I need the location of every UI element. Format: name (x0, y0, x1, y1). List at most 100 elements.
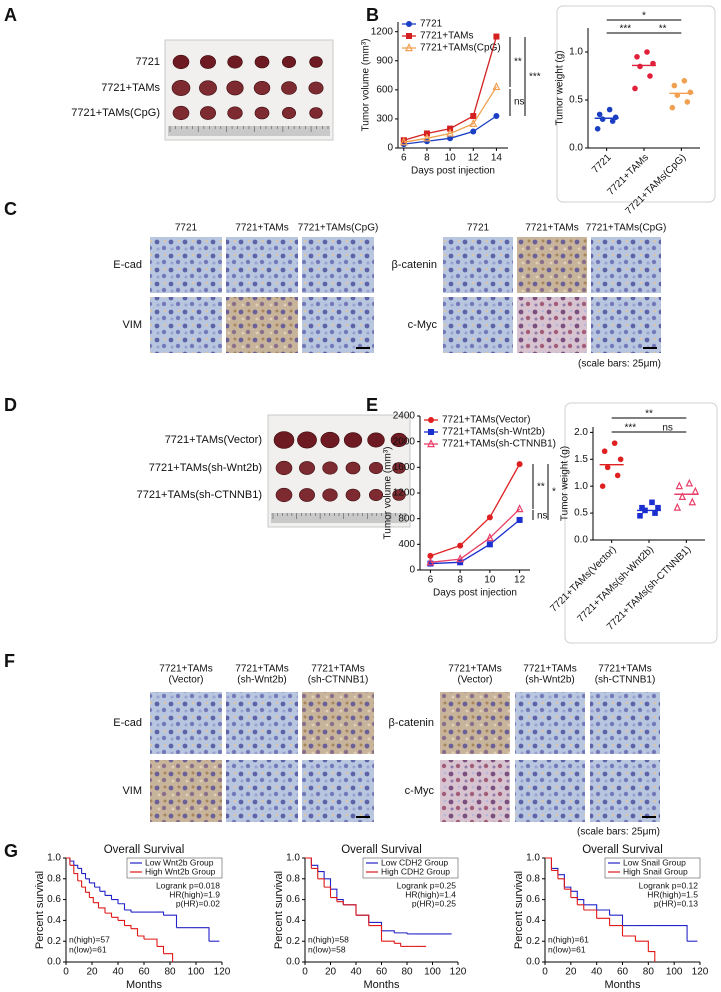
marker (516, 516, 523, 523)
x-tick-label: 14 (491, 153, 503, 164)
marker (634, 54, 640, 60)
y-tick-label: 0.8 (47, 873, 61, 884)
marker (599, 483, 606, 489)
survival-step (77, 867, 83, 874)
x-tick-label: 120 (450, 967, 467, 978)
legend-marker (405, 43, 413, 52)
tumor (171, 80, 191, 96)
column-header: 7721+TAMs (235, 664, 288, 675)
tumor (345, 461, 361, 475)
marker (649, 499, 655, 506)
y-axis-label: Tumor weight (g) (555, 50, 566, 125)
survival-step (77, 880, 83, 888)
y-tick-label: 1.0 (47, 853, 61, 864)
annotation: n(high)=58 (308, 934, 349, 944)
survival-step (330, 888, 338, 900)
panel-box (556, 5, 716, 203)
marker (617, 456, 624, 463)
significance: ** (659, 24, 667, 35)
histology-image (443, 237, 513, 293)
survival-step (111, 916, 119, 921)
y-tick-label: 1200 (371, 26, 394, 37)
column-header: 7721+TAMs (598, 664, 651, 675)
marker (604, 464, 611, 471)
survival-step (551, 869, 559, 879)
survival-step (163, 914, 178, 928)
marker (470, 113, 477, 120)
survival-step (545, 857, 553, 871)
significance: ns (537, 511, 548, 522)
significance: ** (537, 482, 545, 493)
y-tick-label: 0 (409, 565, 415, 576)
tumor (322, 461, 338, 475)
survival-step (189, 927, 210, 942)
histology-image (302, 297, 374, 353)
survival-step (98, 907, 106, 914)
survival-step (163, 953, 174, 962)
legend-label: High Snail Group (623, 866, 688, 876)
survival-step (583, 904, 598, 910)
significance: *** (529, 72, 541, 83)
survival-step (635, 940, 649, 952)
tumor (172, 54, 190, 70)
histology-image (226, 297, 298, 353)
significance: ns (514, 97, 525, 108)
x-tick-label: 8 (457, 575, 463, 586)
marker (470, 128, 477, 135)
y-tick-label: 0.4 (286, 915, 300, 926)
tumor (254, 106, 270, 120)
histology-image (517, 297, 587, 353)
histology-image (591, 297, 661, 353)
y-axis-label: Percent survival (34, 871, 46, 949)
survival-step (330, 896, 338, 902)
tumor (275, 460, 293, 476)
annotation: p(HR)=0.13 (654, 898, 698, 908)
panel-label: G (4, 841, 18, 861)
panel-box (564, 402, 718, 644)
legend-label: High CDH2 Group (381, 866, 450, 876)
marker (612, 114, 619, 121)
x-tick-label: 10 (484, 575, 496, 586)
tumor (281, 106, 297, 120)
tumor (392, 489, 406, 501)
legend-label: 7721+TAMs(sh-Wnt2b) (442, 427, 545, 438)
histology-image (302, 237, 374, 293)
x-tick-label: 0 (542, 967, 548, 978)
chart-title: Overall Survival (582, 844, 663, 856)
y-tick-label: 600 (376, 84, 393, 95)
survival-step (99, 890, 106, 896)
y-tick-label: 0.4 (526, 915, 540, 926)
y-axis-label: Tumor volume (mm³) (383, 447, 394, 540)
y-tick-label: 0.8 (286, 873, 300, 884)
y-tick-label: 0.2 (286, 936, 300, 947)
survival-step (144, 938, 158, 947)
tumor (299, 488, 315, 502)
x-tick-label: 120 (214, 967, 231, 978)
marker (639, 504, 645, 511)
histology-image (590, 692, 660, 754)
row-label: 7721+TAMs (101, 82, 160, 94)
legend-marker (427, 439, 435, 448)
marker (669, 104, 676, 111)
survival-step (105, 912, 113, 918)
legend-marker (406, 33, 412, 39)
x-tick-label: 80 (643, 967, 655, 978)
series-line (430, 508, 521, 563)
survival-step (654, 925, 688, 942)
survival-step (557, 874, 565, 888)
marker (493, 33, 500, 40)
histology-image (302, 692, 374, 754)
chart-title: Overall Survival (104, 844, 185, 856)
survival-step (356, 914, 370, 923)
tumor (172, 105, 190, 121)
row-label: 7721+TAMs(Vector) (165, 434, 262, 446)
histology-image (515, 760, 585, 822)
survival-step (89, 896, 94, 903)
x-tick-label: 6 (401, 153, 407, 164)
significance: ns (662, 423, 673, 434)
x-axis-label: Months (604, 979, 641, 991)
survival-step (564, 888, 572, 898)
survival-step (137, 935, 145, 940)
x-tick-label: 0 (302, 967, 308, 978)
marker (400, 137, 407, 144)
